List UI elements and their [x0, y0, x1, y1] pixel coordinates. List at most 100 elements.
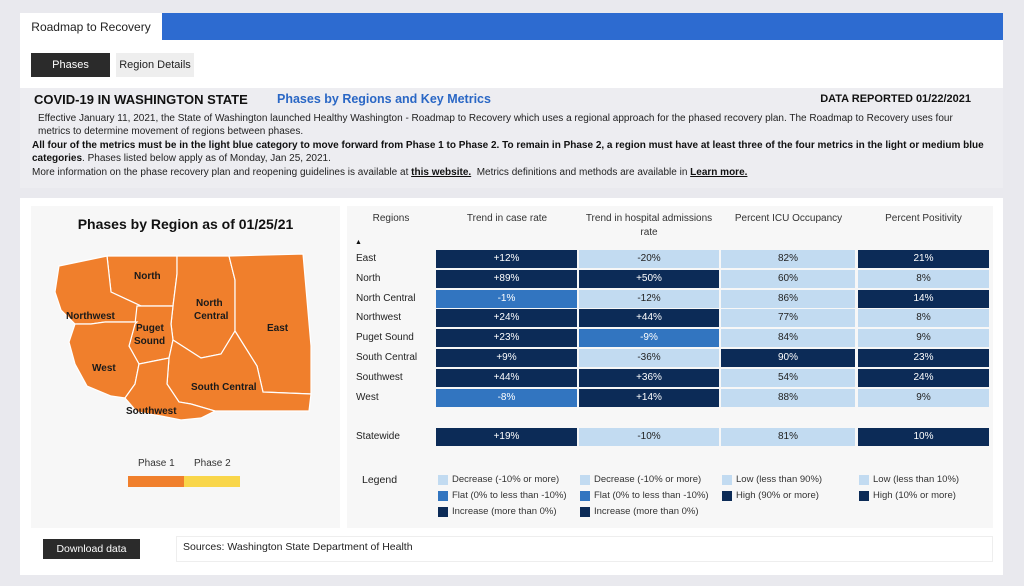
header-info-box: COVID-19 IN WASHINGTON STATE Phases by R…: [20, 88, 1003, 188]
legend-item: High (90% or more): [722, 490, 819, 502]
map-label-north-central-2: Central: [194, 311, 229, 322]
table-cell-pos: 21%: [858, 250, 989, 268]
col-header-trend-case[interactable]: Trend in case rate: [466, 213, 548, 224]
table-row-label: Puget Sound: [356, 332, 414, 344]
description-para-3: More information on the phase recovery p…: [32, 166, 987, 179]
table-cell-hosp: -9%: [579, 329, 719, 348]
main-panel: Phases by Region as of 01/25/21 North No…: [20, 198, 1003, 575]
map-region-puget-sound[interactable]: [128, 305, 174, 365]
table-cell-case: +9%: [436, 349, 577, 367]
legend-swatch: [580, 491, 590, 501]
metrics-table: Regions Trend in case rate Trend in hosp…: [347, 206, 993, 528]
table-cell-hosp: +50%: [579, 269, 719, 288]
table-row-label: South Central: [356, 352, 418, 363]
table-cell-hosp: +36%: [579, 368, 719, 387]
legend-swatch: [580, 475, 590, 485]
tab-region-details[interactable]: Region Details: [116, 53, 194, 77]
table-cell-hosp: +14%: [579, 388, 719, 407]
table-cell-hosp: -20%: [579, 250, 719, 268]
table-cell-icu: 54%: [721, 368, 855, 387]
col-header-trend-hospital[interactable]: Trend in hospital admissions rate: [578, 212, 720, 240]
table-row-label: North: [356, 272, 381, 284]
map-region-west[interactable]: [68, 321, 140, 399]
table-cell-pos: 14%: [858, 289, 989, 308]
map-label-southwest: Southwest: [126, 406, 177, 417]
legend-item-label: Decrease (-10% or more): [452, 474, 560, 485]
table-cell-case: -1%: [436, 289, 577, 308]
description-text: Effective January 11, 2021, the State of…: [32, 112, 987, 179]
legend-item: High (10% or more): [859, 490, 956, 502]
data-reported-date: DATA REPORTED 01/22/2021: [820, 93, 971, 105]
legend-item-label: Increase (more than 0%): [452, 506, 557, 517]
table-cell-icu: 84%: [721, 329, 855, 348]
legend-item-label: High (10% or more): [873, 490, 956, 501]
map-label-west: West: [92, 363, 116, 374]
legend-swatch: [438, 507, 448, 517]
sort-ascending-icon[interactable]: ▲: [355, 239, 362, 246]
tab-roadmap-to-recovery[interactable]: Roadmap to Recovery: [20, 13, 162, 40]
col-header-trend-hospital-line1: Trend in hospital admissions: [585, 213, 713, 224]
col-header-regions[interactable]: Regions: [372, 213, 410, 224]
table-cell-hosp: +44%: [579, 309, 719, 328]
description-para-3-b: Metrics definitions and methods are avai…: [471, 166, 691, 178]
this-website-link[interactable]: this website.: [411, 166, 472, 178]
phase2-legend-label: Phase 2: [194, 458, 231, 469]
legend-item: Decrease (-10% or more): [580, 474, 701, 486]
legend-swatch: [438, 475, 448, 485]
table-cell-pos: 9%: [858, 329, 989, 348]
phase1-legend-label: Phase 1: [138, 458, 175, 469]
header-panel: Phases Region Details COVID-19 IN WASHIN…: [20, 40, 1003, 188]
table-cell-pos: 8%: [858, 269, 989, 288]
table-cell-icu: 90%: [721, 349, 855, 367]
legend-item-label: Increase (more than 0%): [594, 506, 699, 517]
legend-item-label: Flat (0% to less than -10%): [452, 490, 567, 501]
legend-title: Legend: [362, 474, 398, 486]
learn-more-link[interactable]: Learn more.: [690, 166, 748, 178]
map-label-south-central: South Central: [191, 382, 257, 393]
table-cell-icu: 88%: [721, 388, 855, 407]
description-para-2-bold: All four of the metrics must be in the l…: [32, 139, 984, 165]
table-cell-case: +44%: [436, 368, 577, 387]
map-region-southwest[interactable]: [124, 357, 217, 421]
col-header-trend-hospital-line2: rate: [640, 227, 658, 238]
legend-item-label: Decrease (-10% or more): [594, 474, 702, 485]
col-header-positivity[interactable]: Percent Positivity: [885, 213, 962, 224]
table-row-label: North Central: [356, 292, 416, 304]
map-card: Phases by Region as of 01/25/21 North No…: [31, 206, 340, 528]
table-cell-pos: 8%: [858, 309, 989, 328]
description-para-3-a: More information on the phase recovery p…: [32, 166, 412, 178]
legend-item: Low (less than 90%): [722, 474, 822, 486]
map-label-north: North: [134, 271, 161, 282]
col-header-icu[interactable]: Percent ICU Occupancy: [734, 213, 843, 224]
table-cell-icu: 60%: [721, 269, 855, 288]
legend-item: Low (less than 10%): [859, 474, 959, 486]
description-para-2-rest: . Phases listed below apply as of Monday…: [82, 153, 331, 165]
legend-item-label: Low (less than 90%): [736, 474, 823, 485]
legend-item: Flat (0% to less than -10%): [438, 490, 567, 502]
tab-phases[interactable]: Phases: [31, 53, 110, 77]
table-cell-case: +89%: [436, 269, 577, 288]
table-cell-icu: 82%: [721, 250, 855, 268]
legend-item: Flat (0% to less than -10%): [580, 490, 709, 502]
legend-swatch: [859, 475, 869, 485]
phase1-swatch: [128, 476, 184, 487]
phase2-swatch: [184, 476, 240, 487]
table-row-label: Southwest: [356, 371, 403, 383]
legend-item-label: High (90% or more): [736, 490, 819, 501]
table-cell-icu: 86%: [721, 289, 855, 308]
map-label-north-central-1: North: [196, 298, 223, 309]
map-title: Phases by Region as of 01/25/21: [77, 216, 294, 232]
statewide-cell-icu: 81%: [721, 428, 855, 446]
table-cell-case: +12%: [436, 250, 577, 268]
page-title: COVID-19 IN WASHINGTON STATE: [34, 92, 248, 107]
page-subtitle: Phases by Regions and Key Metrics: [277, 92, 491, 106]
statewide-row-label: Statewide: [356, 431, 400, 442]
download-data-button[interactable]: Download data: [43, 539, 140, 559]
table-cell-pos: 9%: [858, 388, 989, 407]
legend-item-label: Low (less than 10%): [873, 474, 960, 485]
statewide-cell-case: +19%: [436, 428, 577, 446]
table-cell-icu: 77%: [721, 309, 855, 328]
table-row-label: East: [356, 253, 377, 264]
map-label-puget-1: Puget: [136, 323, 164, 334]
table-cell-pos: 23%: [858, 349, 989, 367]
